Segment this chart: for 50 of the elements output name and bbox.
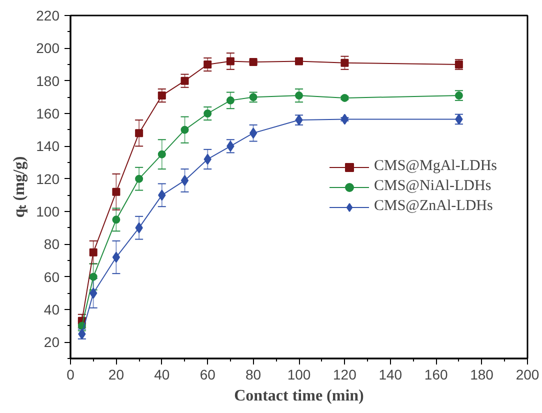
point [112,188,120,196]
point [204,110,212,118]
y-tick-label: 20 [44,334,60,350]
point [340,58,349,67]
x-tick-label: 120 [333,366,357,382]
point [249,58,258,66]
point [249,128,258,139]
point [112,216,120,224]
x-tick-label: 40 [154,366,170,382]
point [295,57,303,66]
y-tick-label: 120 [36,170,60,187]
point [340,114,349,125]
x-tick-label: 140 [378,366,402,382]
point [135,129,144,138]
point [158,150,166,158]
y-tick-label: 200 [36,40,60,56]
y-tick-label: 180 [36,72,60,89]
point [295,92,303,100]
x-tick-label: 20 [108,366,124,382]
point [180,76,189,85]
legend-label: CMS@MgAl-LDHs [374,158,497,175]
y-tick-label: 160 [36,106,60,122]
point [158,92,166,100]
legend-label: CMS@NiAl-LDHs [374,178,492,195]
point [180,126,189,134]
point [89,248,98,256]
y-tick-label: 80 [44,236,60,252]
y-tick-label: 220 [36,8,60,24]
x-tick-label: 160 [424,366,448,382]
x-tick-label: 180 [470,366,494,382]
point [135,174,144,183]
y-tick-label: 100 [36,204,60,220]
x-tick-label: 200 [516,366,540,382]
point [89,272,98,281]
point [226,96,234,104]
y-tick-label: 60 [44,268,60,285]
x-tick-label: 0 [66,366,75,382]
x-tick-label: 60 [200,366,216,382]
point [180,174,189,186]
x-axis-title: Contact time (min) [234,388,364,404]
y-axis-title: qₜ (mg/g) [11,156,28,218]
point [226,57,234,66]
point [340,94,349,102]
y-tick-label: 140 [36,138,60,154]
y-tick-label: 40 [44,302,60,318]
x-tick-label: 80 [246,366,262,382]
point [112,252,120,263]
legend-label: CMS@ZnAl-LDHs [374,198,493,215]
x-tick-label: 100 [287,366,311,382]
point [204,60,212,68]
